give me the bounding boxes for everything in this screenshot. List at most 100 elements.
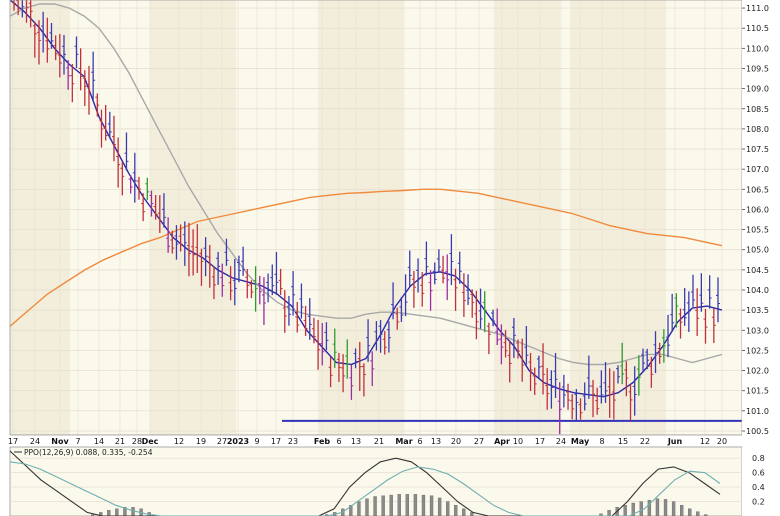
price-bar (207, 244, 212, 288)
price-bar (507, 340, 512, 383)
month-band (150, 0, 236, 435)
price-bar (70, 64, 75, 103)
price-bar (157, 195, 162, 233)
ppo-tick-label: 0.4 (752, 483, 765, 492)
price-bar (286, 295, 291, 326)
x-axis-strip (0, 435, 780, 447)
ppo-histogram-bar (623, 505, 627, 516)
date-tick-label: Nov (51, 437, 69, 446)
price-bar (586, 355, 591, 399)
price-bar (224, 238, 229, 266)
price-bar (649, 356, 654, 388)
ppo-legend-text: PPO(12,26,9) 0.088, 0.335, -0.254 (24, 448, 153, 457)
ppo-histogram-bar (631, 502, 635, 516)
date-tick-label: Feb (314, 437, 331, 446)
price-bar (641, 348, 646, 371)
date-tick-label: 23 (288, 437, 298, 446)
date-tick-label: 27 (474, 437, 484, 446)
price-bar (599, 370, 604, 404)
ppo-tick-label: 0.2 (752, 498, 765, 507)
price-bar (382, 331, 387, 355)
price-bar (620, 342, 625, 385)
price-tick-label: 103.0 (746, 326, 769, 335)
price-bar (516, 339, 521, 359)
price-bar (95, 93, 100, 117)
price-bar (353, 348, 358, 369)
date-tick-label: 21 (115, 437, 125, 446)
date-tick-label: 28 (132, 437, 142, 446)
ppo-histogram-bar (470, 512, 474, 516)
price-bar (91, 51, 96, 101)
price-bar (378, 320, 383, 353)
price-bar (632, 366, 637, 416)
date-tick-label: 24 (30, 437, 40, 446)
price-bar (66, 60, 71, 90)
price-bar (21, 0, 25, 18)
price-bar (445, 254, 450, 301)
price-bar (686, 291, 691, 332)
price-bar (545, 368, 550, 410)
price-bar (245, 269, 250, 299)
price-bar (591, 379, 596, 418)
date-tick-label: 2023 (227, 437, 249, 446)
price-bar (503, 329, 508, 358)
date-tick-label: 17 (271, 437, 281, 446)
price-tick-label: 105.5 (746, 226, 769, 235)
date-tick-label: 10 (513, 437, 523, 446)
moving-average-lines (9, 0, 723, 398)
ppo-histogram-bar (655, 498, 660, 516)
price-bar (24, 0, 29, 23)
price-bar (449, 234, 454, 286)
ppo-histogram-bar (663, 499, 668, 516)
price-bar (349, 364, 354, 400)
price-bar (395, 307, 400, 330)
date-tick-label: 20 (451, 437, 461, 446)
ppo-axis-background (742, 447, 780, 516)
price-bar (553, 352, 558, 398)
date-tick-label: 17 (8, 437, 18, 446)
price-bar (653, 331, 658, 374)
price-bar (391, 282, 396, 320)
date-tick-label: 27 (217, 437, 227, 446)
ppo-signal-line (9, 461, 721, 516)
date-tick-label: 8 (599, 437, 604, 446)
price-bar (486, 322, 491, 355)
price-bar (295, 301, 300, 333)
price-bar (328, 356, 333, 388)
price-tick-label: 104.5 (746, 266, 769, 275)
price-tick-label: 103.5 (746, 306, 769, 315)
price-bar (320, 323, 325, 366)
price-bar (657, 342, 662, 364)
ppo-histogram-bar (446, 501, 450, 516)
price-bar (291, 271, 296, 316)
ppo-histogram-bar (647, 499, 652, 516)
price-tick-label: 107.5 (746, 145, 769, 154)
price-tick-label: 109.0 (746, 85, 769, 94)
price-bar (436, 249, 441, 273)
date-tick-label: 6 (417, 437, 422, 446)
price-bar (611, 371, 616, 420)
price-bar (111, 115, 116, 162)
price-bar (707, 275, 712, 309)
price-bar (116, 137, 121, 188)
date-tick-label: 20 (717, 437, 727, 446)
date-tick-label: 14 (94, 437, 104, 446)
price-bar (41, 11, 46, 53)
price-axis: 111.0 110.5 110.0 109.5 109.0 108.5 108.0 107.5… (742, 0, 780, 436)
ppo-histogram-bar (639, 501, 643, 516)
ppo-histogram-bar (357, 501, 361, 516)
price-bar (174, 225, 179, 260)
price-bar (495, 308, 500, 345)
price-bar (311, 317, 316, 344)
price-bar (32, 21, 37, 58)
ppo-histogram-bar (413, 494, 418, 516)
price-bar (574, 389, 579, 422)
month-band (10, 0, 70, 435)
price-bar (661, 329, 666, 363)
date-tick-label: 12 (174, 437, 184, 446)
price-bar (182, 221, 187, 266)
price-bar (153, 194, 158, 220)
date-tick-label: 17 (535, 437, 545, 446)
price-tick-label: 101.5 (746, 387, 769, 396)
